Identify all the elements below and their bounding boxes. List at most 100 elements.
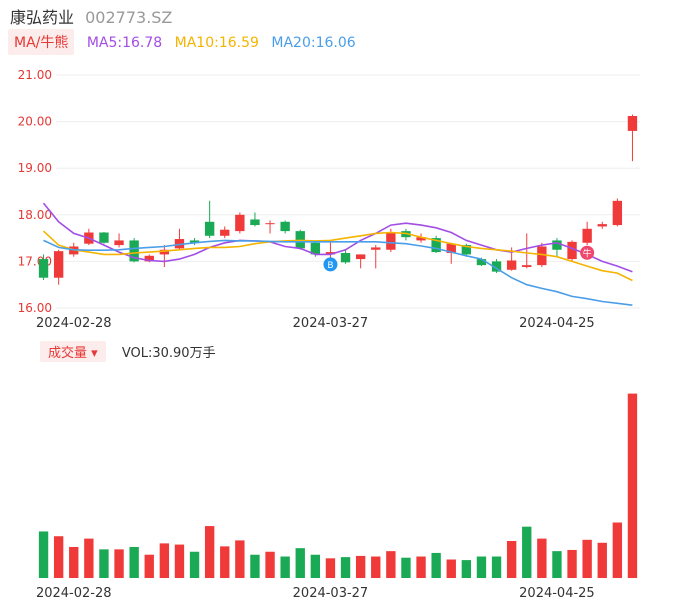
y-tick-label: 21.00 bbox=[18, 68, 52, 82]
y-tick-label: 20.00 bbox=[18, 115, 52, 129]
candle-body bbox=[416, 237, 426, 241]
x-tick-label: 2024-04-25 bbox=[519, 586, 595, 601]
y-tick-label: 16.00 bbox=[18, 301, 52, 315]
volume-bar bbox=[204, 526, 215, 578]
candle-body bbox=[371, 247, 381, 250]
candle-body bbox=[235, 214, 245, 232]
candle-body bbox=[355, 254, 366, 260]
candle bbox=[371, 245, 381, 269]
moving-average-lines bbox=[42, 202, 633, 306]
candle-body bbox=[310, 242, 321, 255]
candle bbox=[446, 242, 456, 264]
candlestick-series bbox=[38, 114, 638, 285]
candle-body bbox=[144, 255, 154, 262]
x-tick-label: 2024-02-28 bbox=[36, 586, 112, 601]
candle-body bbox=[582, 228, 592, 243]
signal-marker: 牛 bbox=[580, 245, 595, 260]
x-tick-label: 2024-03-27 bbox=[293, 316, 369, 331]
candle bbox=[53, 249, 64, 285]
candle bbox=[522, 233, 532, 269]
candle bbox=[235, 212, 245, 234]
candle-body bbox=[53, 251, 64, 278]
volume-bar bbox=[144, 554, 154, 578]
volume-bar bbox=[250, 554, 260, 578]
candle-body bbox=[99, 232, 109, 243]
stock-title: 康弘药业 002773.SZ bbox=[10, 4, 172, 28]
candle-body bbox=[567, 241, 577, 260]
candle-body bbox=[204, 221, 215, 236]
candle bbox=[325, 240, 336, 260]
candle-body bbox=[159, 249, 170, 255]
volume-bar-series bbox=[38, 393, 638, 578]
signal-marker-label: B bbox=[327, 261, 333, 271]
candle bbox=[431, 235, 441, 254]
volume-value: VOL:30.90万手 bbox=[121, 346, 216, 361]
volume-bar bbox=[582, 539, 592, 578]
volume-bar bbox=[597, 542, 607, 578]
signal-marker-dot bbox=[580, 245, 595, 260]
ma10-line bbox=[42, 230, 633, 282]
candle bbox=[159, 245, 170, 267]
volume-bar bbox=[567, 549, 577, 578]
candle bbox=[280, 220, 290, 234]
volume-bar bbox=[476, 556, 487, 578]
candle-body bbox=[174, 239, 185, 249]
candle bbox=[265, 220, 275, 234]
volume-bar bbox=[265, 551, 275, 578]
ma-indicator-selector[interactable]: MA/牛熊 bbox=[8, 29, 75, 55]
stock-code: 002773.SZ bbox=[85, 8, 173, 27]
volume-indicator-selector[interactable]: 成交量 ▾ bbox=[40, 341, 106, 362]
signal-markers: B牛 bbox=[323, 245, 595, 272]
volume-x-axis: 2024-02-28 2024-03-27 2024-04-25 bbox=[36, 586, 595, 601]
candle bbox=[491, 259, 502, 274]
candle bbox=[612, 198, 623, 227]
candle-body bbox=[38, 259, 49, 278]
volume-bar bbox=[38, 531, 49, 578]
ma20-line bbox=[43, 239, 633, 306]
ma10-legend: MA10:16.59 bbox=[174, 35, 259, 51]
volume-bar bbox=[340, 557, 351, 578]
volume-bar bbox=[84, 538, 94, 578]
x-tick-label: 2024-04-25 bbox=[519, 316, 595, 331]
volume-bar bbox=[522, 526, 532, 578]
candle bbox=[220, 226, 230, 239]
y-tick-label: 18.00 bbox=[18, 208, 52, 222]
candle-body bbox=[627, 116, 638, 131]
candle-body bbox=[220, 229, 230, 236]
candle bbox=[99, 232, 109, 244]
candle-body bbox=[476, 259, 487, 266]
candle-body bbox=[265, 223, 275, 225]
volume-bar bbox=[627, 393, 638, 578]
volume-bar bbox=[325, 558, 336, 578]
x-tick-label: 2024-03-27 bbox=[293, 586, 369, 601]
candle-body bbox=[597, 224, 607, 227]
volume-bar bbox=[506, 541, 517, 578]
stock-name: 康弘药业 bbox=[10, 8, 75, 27]
candle bbox=[38, 254, 49, 281]
candle bbox=[552, 238, 562, 257]
volume-bar bbox=[53, 536, 64, 578]
volume-bar bbox=[235, 540, 245, 578]
volume-bar bbox=[491, 556, 502, 578]
candle bbox=[204, 200, 215, 239]
candle-body bbox=[431, 238, 441, 253]
volume-bar bbox=[552, 551, 562, 578]
volume-bar bbox=[159, 543, 170, 578]
candle-body bbox=[340, 253, 351, 263]
volume-bar bbox=[416, 556, 426, 578]
candle bbox=[627, 114, 638, 162]
kline-grid bbox=[56, 74, 640, 309]
candle-body bbox=[129, 240, 139, 262]
candle bbox=[189, 238, 200, 246]
volume-bar bbox=[401, 557, 411, 578]
volume-bar bbox=[537, 538, 547, 578]
candle-body bbox=[386, 232, 396, 250]
candle-body bbox=[612, 200, 623, 226]
signal-marker-label: 牛 bbox=[583, 247, 592, 259]
ma5-legend: MA5:16.78 bbox=[86, 35, 163, 51]
candle bbox=[114, 233, 124, 248]
candle-body bbox=[522, 265, 532, 267]
candle-body bbox=[114, 240, 124, 246]
